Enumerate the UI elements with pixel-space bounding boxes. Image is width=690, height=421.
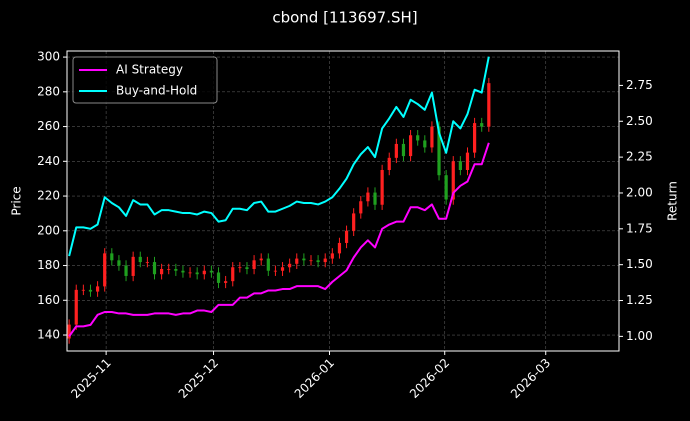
legend-label: AI Strategy	[116, 63, 183, 77]
y2-tick-label: 1.50	[626, 257, 653, 271]
candle-body	[174, 269, 178, 271]
line-series	[68, 142, 490, 337]
candle-body	[480, 123, 484, 127]
y-tick-label: 280	[37, 84, 60, 98]
candle-body	[302, 258, 306, 261]
candle-body	[138, 256, 142, 263]
candle-body	[67, 324, 71, 339]
candle-body	[95, 286, 100, 292]
candle-body	[472, 123, 477, 153]
candle-body	[430, 126, 434, 148]
candle-body	[202, 270, 206, 275]
candle-body	[195, 272, 199, 275]
candle-body	[259, 258, 263, 261]
y2-tick-label: 2.75	[626, 78, 653, 92]
y-tick-label: 140	[37, 328, 60, 342]
candle-body	[394, 143, 398, 158]
candle-body	[88, 289, 93, 292]
y2-tick-label: 1.25	[626, 293, 653, 307]
candle-body	[337, 242, 342, 254]
candle-body	[252, 260, 256, 270]
candle-body	[110, 253, 114, 261]
candle-body	[423, 140, 427, 148]
candle-body	[224, 281, 228, 283]
candle-body	[167, 269, 171, 270]
candle-body	[231, 267, 235, 282]
y-tick-label: 220	[37, 189, 60, 203]
candle-body	[295, 258, 299, 264]
legend-box	[72, 56, 218, 104]
line-series	[68, 56, 490, 257]
y2-tick-label: 1.75	[626, 221, 653, 235]
candle-body	[380, 169, 384, 205]
y-tick-label: 260	[37, 119, 60, 133]
candle-body	[103, 253, 107, 287]
y-tick-label: 200	[37, 223, 60, 237]
candle-body	[131, 256, 135, 276]
y-tick-label: 180	[37, 258, 60, 272]
candle-body	[152, 262, 157, 275]
candle-body	[458, 161, 462, 170]
candle-body	[216, 272, 221, 283]
candle-body	[373, 192, 377, 205]
y-tick-label: 300	[37, 50, 60, 64]
candle-body	[74, 289, 78, 325]
candle-body	[181, 270, 185, 273]
legend-label: Buy-and-Hold	[116, 84, 197, 98]
y-axis-label: Price	[10, 186, 24, 215]
candle-body	[366, 192, 370, 202]
candle-body	[266, 258, 270, 271]
candle-body	[117, 260, 121, 266]
candle-body	[344, 230, 349, 243]
chart-title: cbond [113697.SH]	[272, 9, 417, 27]
candle-body	[487, 83, 491, 127]
candle-body	[416, 135, 420, 141]
y2-tick-label: 2.50	[626, 114, 653, 128]
candle-body	[81, 289, 85, 291]
candle-body	[238, 267, 242, 269]
candle-body	[444, 175, 448, 200]
candle-body	[280, 267, 285, 271]
candle-body	[465, 152, 470, 170]
candle-body	[401, 143, 406, 157]
candle-body	[209, 270, 214, 273]
candle-body	[160, 269, 164, 275]
candle-body	[352, 213, 356, 231]
candle-body	[323, 258, 327, 263]
y-tick-label: 240	[37, 154, 60, 168]
candle-body	[273, 270, 278, 272]
candle-body	[437, 126, 441, 176]
candle-body	[145, 262, 149, 263]
candle-body	[359, 201, 363, 214]
candle-body	[288, 263, 292, 268]
candle-body	[124, 265, 128, 276]
y-tick-label: 160	[37, 293, 60, 307]
plot-frame	[66, 50, 620, 352]
candle-body	[330, 253, 334, 259]
y2-axis-label: Return	[666, 181, 680, 221]
y2-tick-label: 2.00	[626, 185, 653, 199]
y2-tick-label: 1.00	[626, 329, 653, 343]
candle-body	[316, 260, 320, 263]
candle-body	[309, 260, 313, 262]
candle-body	[188, 272, 192, 274]
candle-body	[387, 157, 391, 170]
candle-body	[245, 267, 249, 270]
y2-tick-label: 2.25	[626, 150, 653, 164]
candle-body	[451, 161, 455, 200]
candle-body	[408, 135, 413, 157]
